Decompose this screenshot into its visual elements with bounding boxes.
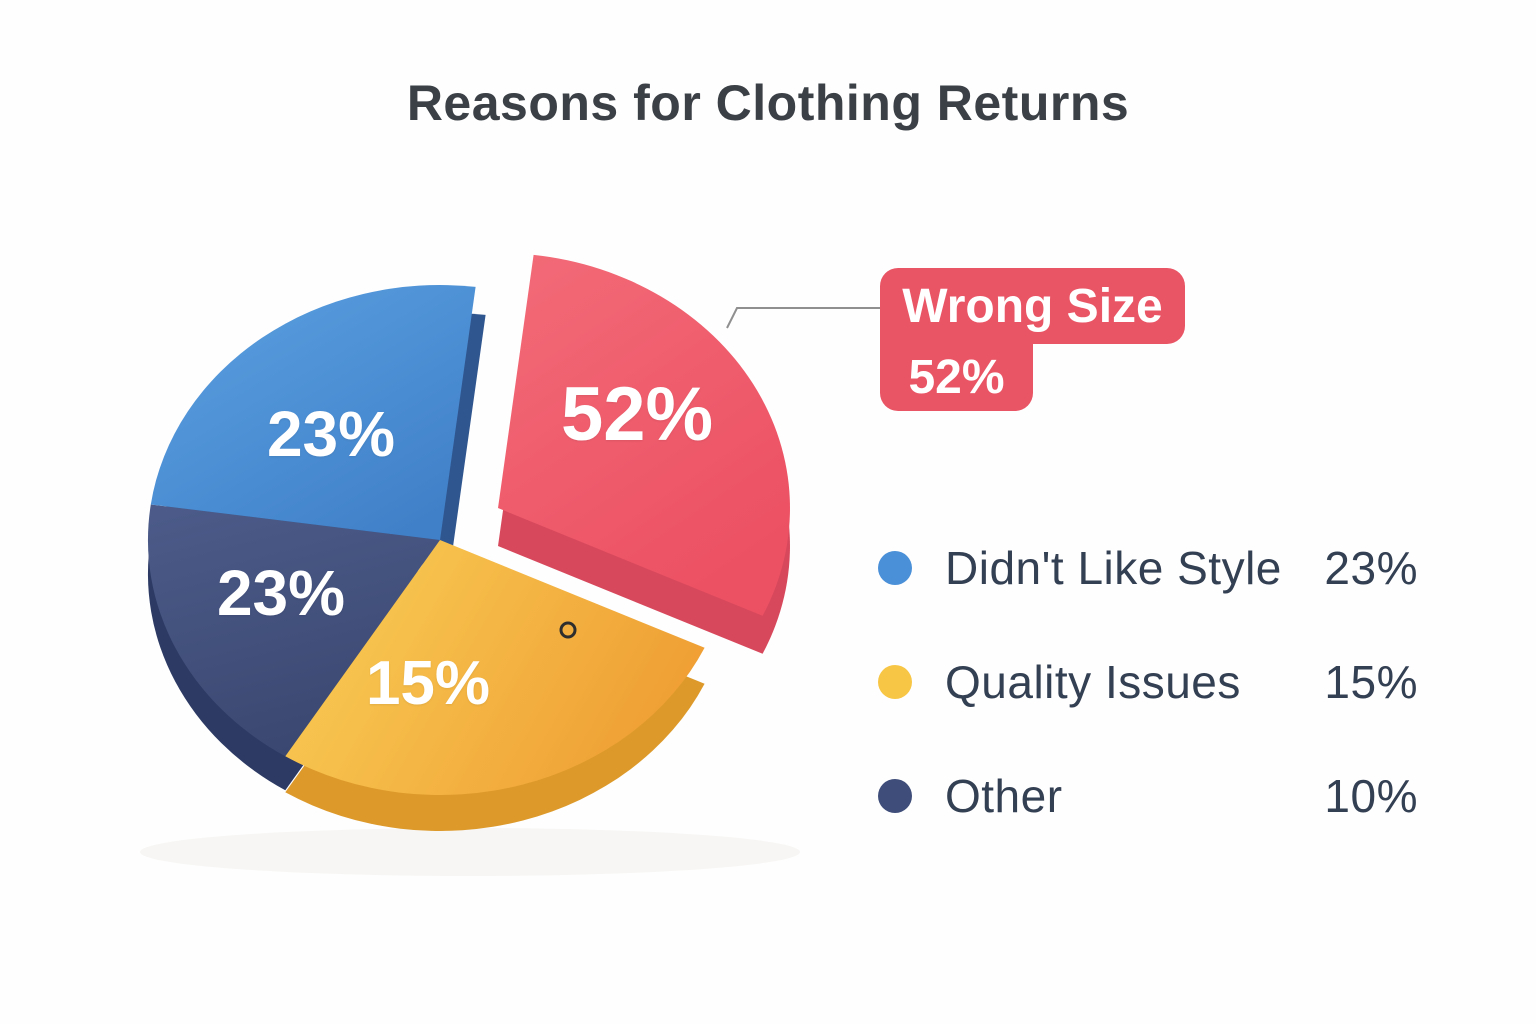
legend-value: 10%	[1324, 770, 1418, 822]
callout-wrong-size-value: 52%	[880, 343, 1033, 411]
legend-label: Didn't Like Style	[945, 542, 1282, 594]
legend-row-didnt-like-style: Didn't Like Style 23%	[878, 534, 1418, 602]
callout-wrong-size-title: Wrong Size	[880, 268, 1185, 344]
legend-label: Other	[945, 770, 1063, 822]
chart-title: Reasons for Clothing Returns	[406, 75, 1130, 131]
pie-slice-other	[147, 504, 441, 757]
ground-shadow	[140, 828, 800, 876]
legend-dot-blue-icon	[878, 551, 912, 585]
legend-dot-navy-icon	[878, 779, 912, 813]
legend-label: Quality Issues	[945, 656, 1241, 708]
legend-value: 23%	[1324, 542, 1418, 594]
legend-row-quality-issues: Quality Issues 15%	[878, 648, 1418, 716]
legend-value: 15%	[1324, 656, 1418, 708]
pie-slice-didnt-like-style	[150, 284, 476, 540]
slice-label-didnt-like-style: 23%	[266, 398, 396, 470]
legend-dot-yellow-icon	[878, 665, 912, 699]
slice-label-other: 23%	[216, 557, 346, 629]
decorative-dot	[559, 621, 577, 639]
slice-label-quality-issues: 15%	[365, 649, 491, 718]
pie-slice-wrong-size	[498, 254, 790, 616]
legend-row-other: Other 10%	[878, 762, 1418, 830]
slice-label-wrong-size: 52%	[560, 372, 714, 457]
legend: Didn't Like Style 23% Quality Issues 15%…	[878, 534, 1418, 876]
callout-leader-line	[726, 307, 881, 329]
pie-slice-quality-issues	[285, 540, 705, 796]
